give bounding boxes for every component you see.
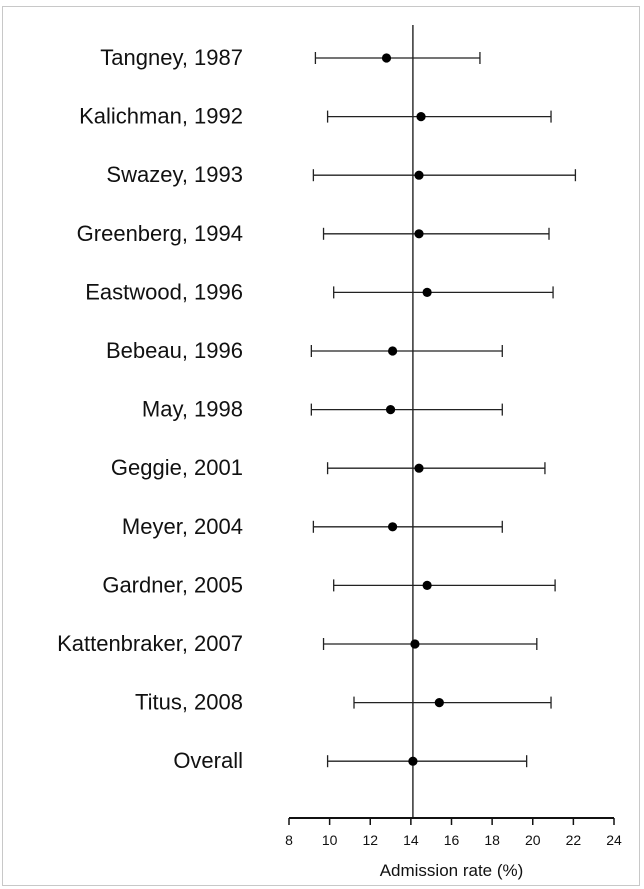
point-estimate — [381, 53, 392, 63]
point-estimate — [422, 287, 432, 297]
x-tick-label: 14 — [403, 832, 419, 848]
x-tick-label: 20 — [525, 832, 541, 848]
point-estimate — [422, 580, 432, 591]
study-label: Bebeau, 1996 — [106, 338, 243, 363]
x-tick-label: 22 — [566, 832, 582, 848]
point-estimate — [387, 522, 398, 532]
study-label: May, 1998 — [142, 397, 243, 422]
point-estimate — [414, 170, 424, 180]
point-estimate — [387, 346, 398, 356]
study-label: Greenberg, 1994 — [77, 221, 243, 246]
study-label: Kattenbraker, 2007 — [57, 631, 243, 656]
x-tick-label: 10 — [322, 832, 338, 848]
point-estimate — [410, 639, 420, 649]
study-label: Overall — [173, 748, 243, 773]
x-axis-title: Admission rate (%) — [380, 861, 524, 880]
x-tick-label: 16 — [444, 832, 460, 848]
study-label: Kalichman, 1992 — [79, 104, 243, 129]
x-tick-label: 24 — [606, 832, 622, 848]
point-estimate — [414, 463, 424, 473]
point-estimate — [416, 112, 426, 122]
study-label: Swazey, 1993 — [106, 162, 243, 187]
study-label: Geggie, 2001 — [111, 455, 243, 480]
point-estimate — [385, 405, 396, 415]
study-label: Eastwood, 1996 — [85, 279, 243, 304]
study-label: Titus, 2008 — [135, 690, 243, 715]
x-tick-label: 12 — [362, 832, 378, 848]
point-estimate — [434, 698, 444, 708]
chart-frame — [2, 6, 640, 886]
point-estimate — [408, 756, 418, 766]
study-label: Tangney, 1987 — [100, 45, 243, 70]
study-label: Gardner, 2005 — [102, 572, 243, 597]
study-label: Meyer, 2004 — [122, 514, 243, 539]
point-estimate — [414, 229, 424, 239]
x-tick-label: 8 — [285, 832, 293, 848]
x-tick-label: 18 — [484, 832, 500, 848]
